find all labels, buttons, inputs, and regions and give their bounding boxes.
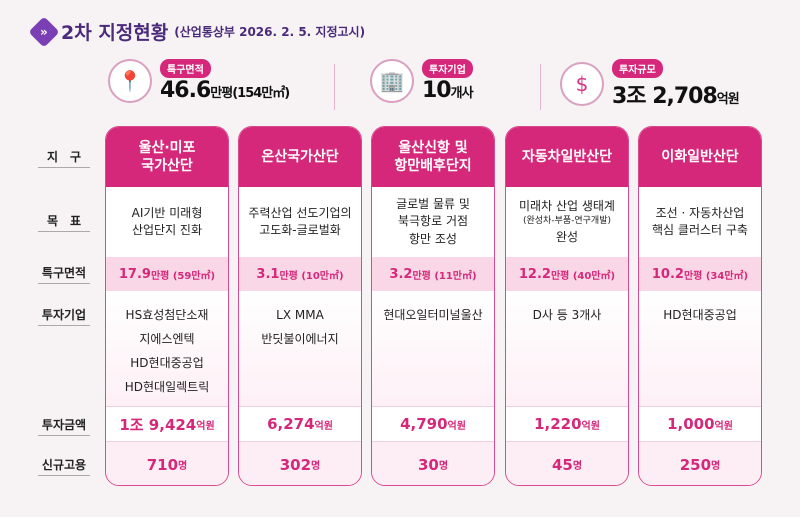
district-companies: HS효성첨단소재 지에스엔텍 HD현대중공업 HD현대일렉트릭 <box>106 291 228 406</box>
row-label-investment: 투자금액 <box>38 416 90 436</box>
area-unit: 만평 (11만㎡) <box>412 270 477 282</box>
jobs-value: 710 <box>146 455 179 474</box>
goal-text: 조선 · 자동차산업 핵심 클러스터 구축 <box>652 205 748 237</box>
area-value: 12.2 <box>518 266 551 282</box>
district-companies: D사 등 3개사 <box>506 291 628 406</box>
stat-area: 📍 특구면적 46.6만평(154만㎡) <box>108 58 290 103</box>
district-investment: 6,274 억원 <box>239 406 361 441</box>
row-label-goal: 목 표 <box>38 212 90 232</box>
goal-text: 글로벌 물류 및 북극항로 거점 항만 조성 <box>396 196 470 246</box>
page-title: » 2차 지정현황 (산업통상부 2026. 2. 5. 지정고시) <box>28 15 366 48</box>
stat-unit: 만평(154만㎡) <box>210 86 290 101</box>
district-column: 자동차일반산단 미래차 산업 생태계 (완성차-부품-연구개발) 완성 12.2 만평… <box>505 126 629 486</box>
jobs-value: 250 <box>679 455 712 474</box>
stat-unit: 개사 <box>450 86 474 101</box>
stat-label: 특구면적 <box>160 59 211 78</box>
goal-note: (완성차-부품-연구개발) <box>522 216 612 227</box>
building-icon: 🏢 <box>370 58 414 103</box>
district-goal: AI기반 미래형 산업단지 진화 <box>106 187 228 257</box>
district-column: 온산국가산단 주력산업 선도기업의 고도화-글로벌화 3.1 만평 (10만㎡) … <box>238 126 362 486</box>
money-hand-icon: $ <box>560 62 604 106</box>
invest-unit: 억원 <box>314 420 333 432</box>
goal-end: 완성 <box>555 229 579 244</box>
district-jobs: 250 명 <box>639 441 761 485</box>
district-column: 울산·미포 국가산단 AI기반 미래형 산업단지 진화 17.9 만평 (59만㎡… <box>105 126 229 486</box>
district-name: 온산국가산단 <box>239 127 361 187</box>
title-main: 2차 지정현황 <box>61 22 169 44</box>
district-companies: LX MMA 반딧불이에너지 <box>239 291 361 406</box>
jobs-unit: 명 <box>311 461 321 472</box>
stat-companies: 🏢 투자기업 10개사 <box>370 58 474 103</box>
divider <box>540 64 541 110</box>
district-goal: 글로벌 물류 및 북극항로 거점 항만 조성 <box>372 187 494 257</box>
goal-text: 미래차 산업 생태계 <box>519 199 615 214</box>
stat-value: 3조 2,708 <box>612 84 718 109</box>
district-column: 이화일반산단 조선 · 자동차산업 핵심 클러스터 구축 10.2 만평 (34만… <box>638 126 762 486</box>
district-investment: 1,220 억원 <box>506 406 628 441</box>
jobs-unit: 명 <box>572 461 583 472</box>
invest-unit: 억원 <box>447 420 466 432</box>
district-jobs: 45 명 <box>506 441 628 485</box>
district-investment: 4,790 억원 <box>372 406 494 441</box>
jobs-unit: 명 <box>711 461 721 472</box>
chevron-double-right-icon: » <box>28 15 60 48</box>
district-goal: 주력산업 선도기업의 고도화-글로벌화 <box>239 187 361 257</box>
district-area: 17.9 만평 (59만㎡) <box>106 257 228 291</box>
district-jobs: 710 명 <box>106 441 228 485</box>
jobs-value: 30 <box>417 455 439 474</box>
district-name: 울산신항 및 항만배후단지 <box>372 127 494 187</box>
title-sub: (산업통상부 2026. 2. 5. 지정고시) <box>174 25 366 39</box>
district-jobs: 302 명 <box>239 441 361 485</box>
goal-text: 주력산업 선도기업의 고도화-글로벌화 <box>248 205 352 237</box>
area-unit: 만평 (40만㎡) <box>550 270 616 282</box>
invest-unit: 억원 <box>714 420 733 432</box>
district-name: 울산·미포 국가산단 <box>106 127 228 187</box>
district-area: 10.2 만평 (34만㎡) <box>639 257 761 291</box>
invest-unit: 억원 <box>581 420 600 432</box>
area-value: 3.2 <box>389 266 413 282</box>
district-companies: 현대오일터미널울산 <box>372 291 494 406</box>
area-value: 10.2 <box>651 266 684 282</box>
stat-value: 10 <box>422 78 452 103</box>
goal-text: AI기반 미래형 산업단지 진화 <box>131 205 203 237</box>
district-area: 12.2 만평 (40만㎡) <box>506 257 628 291</box>
district-column: 울산신항 및 항만배후단지 글로벌 물류 및 북극항로 거점 항만 조성 3.2… <box>371 126 495 486</box>
stat-label: 투자규모 <box>612 59 663 78</box>
district-area: 3.1 만평 (10만㎡) <box>239 257 361 291</box>
district-goal: 조선 · 자동차산업 핵심 클러스터 구축 <box>639 187 761 257</box>
invest-value: 4,790 <box>400 415 448 433</box>
district-goal: 미래차 산업 생태계 (완성차-부품-연구개발) 완성 <box>506 187 628 257</box>
district-investment: 1조 9,424 억원 <box>106 406 228 441</box>
jobs-value: 45 <box>551 455 573 474</box>
district-companies: HD현대중공업 <box>639 291 761 406</box>
divider <box>334 64 335 110</box>
row-label-district: 지 구 <box>38 148 90 168</box>
invest-unit: 억원 <box>196 420 215 432</box>
row-label-area: 특구면적 <box>38 264 90 284</box>
area-unit: 만평 (10만㎡) <box>279 270 344 282</box>
area-value: 3.1 <box>256 266 280 282</box>
stat-value: 46.6 <box>160 78 211 103</box>
area-unit: 만평 (59만㎡) <box>150 270 216 282</box>
stat-unit: 억원 <box>716 92 740 107</box>
stat-investment: $ 투자규모 3조 2,708억원 <box>560 58 740 110</box>
jobs-value: 302 <box>279 455 312 474</box>
row-label-companies: 투자기업 <box>38 306 90 326</box>
row-label-jobs: 신규고용 <box>38 456 90 476</box>
jobs-unit: 명 <box>438 461 449 472</box>
district-name: 자동차일반산단 <box>506 127 628 187</box>
stat-label: 투자기업 <box>422 59 473 78</box>
area-unit: 만평 (34만㎡) <box>683 270 749 282</box>
invest-value: 1,220 <box>534 415 582 433</box>
invest-value: 1,000 <box>667 415 715 433</box>
district-jobs: 30 명 <box>372 441 494 485</box>
map-pin-icon: 📍 <box>108 58 152 103</box>
invest-value: 1조 9,424 <box>119 415 197 434</box>
area-value: 17.9 <box>118 266 151 282</box>
district-investment: 1,000 억원 <box>639 406 761 441</box>
district-area: 3.2 만평 (11만㎡) <box>372 257 494 291</box>
district-name: 이화일반산단 <box>639 127 761 187</box>
invest-value: 6,274 <box>267 415 315 433</box>
jobs-unit: 명 <box>178 461 188 472</box>
